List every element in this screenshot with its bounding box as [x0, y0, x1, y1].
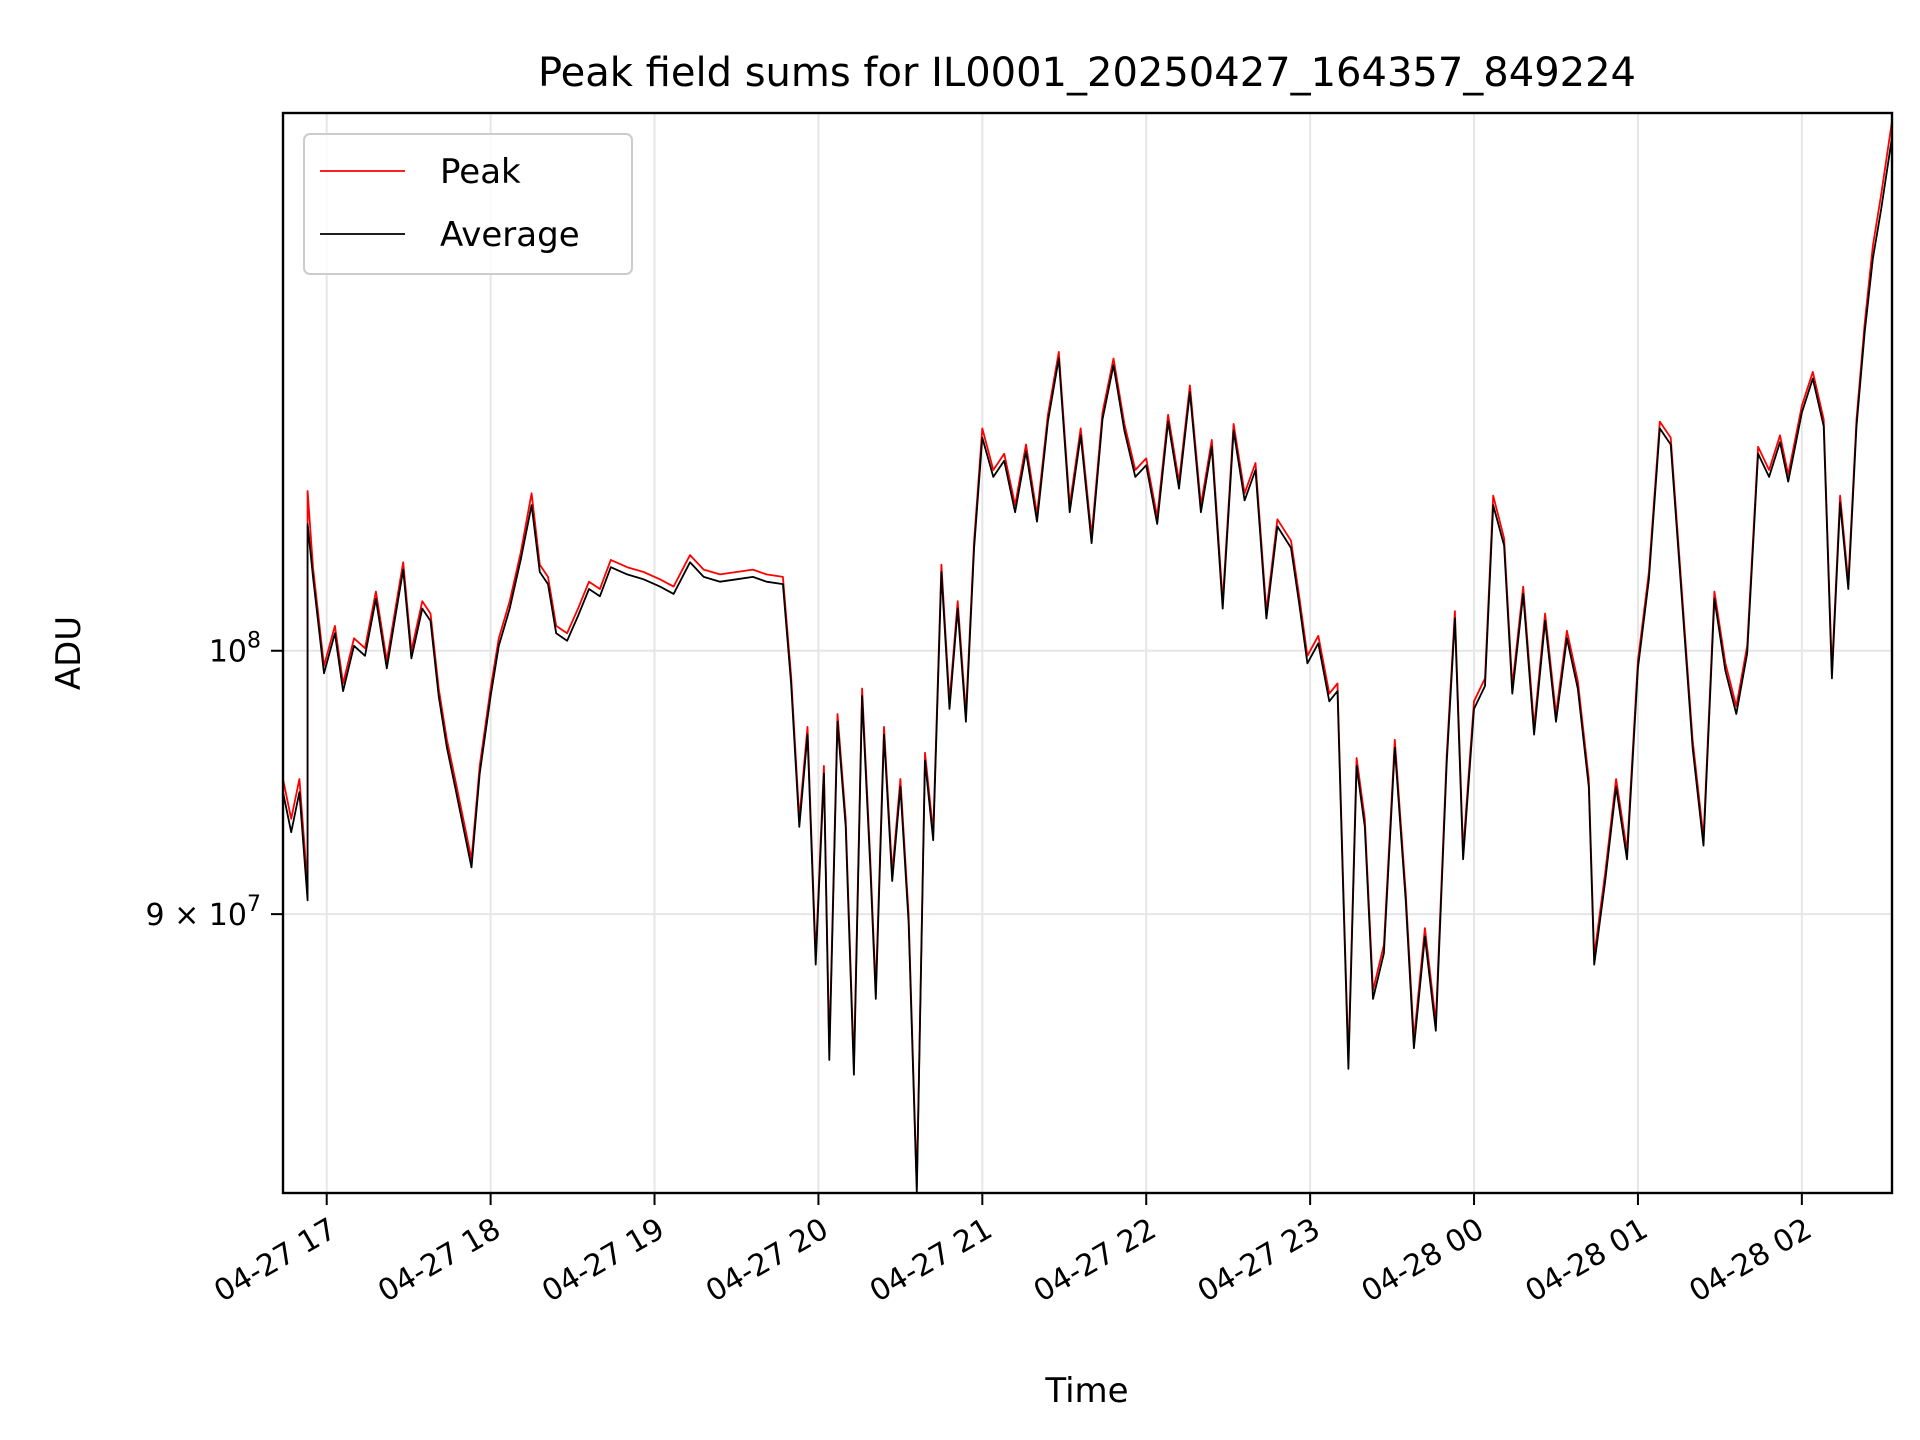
y-axis-label: ADU — [49, 616, 89, 690]
plot-frame — [281, 111, 1894, 1195]
legend-average-label: Average — [440, 215, 580, 255]
chart-title: Peak field sums for IL0001_20250427_1643… — [538, 50, 1636, 96]
series-line-average — [283, 137, 1892, 1193]
y-tick-label: 9 × 107 — [146, 892, 261, 933]
series-line-peak — [283, 120, 1892, 1188]
legend-peak-label: Peak — [440, 152, 521, 192]
legend: Peak Average — [303, 133, 633, 275]
legend-box — [303, 133, 633, 275]
y-gridlines — [283, 649, 1892, 916]
y-axis-ticks: 108 9 × 107 — [146, 629, 283, 933]
series-layer — [283, 120, 1892, 1193]
y-tick-label: 108 — [209, 629, 261, 670]
x-gridlines — [325, 113, 1803, 1193]
x-axis-label: Time — [1044, 1371, 1128, 1411]
